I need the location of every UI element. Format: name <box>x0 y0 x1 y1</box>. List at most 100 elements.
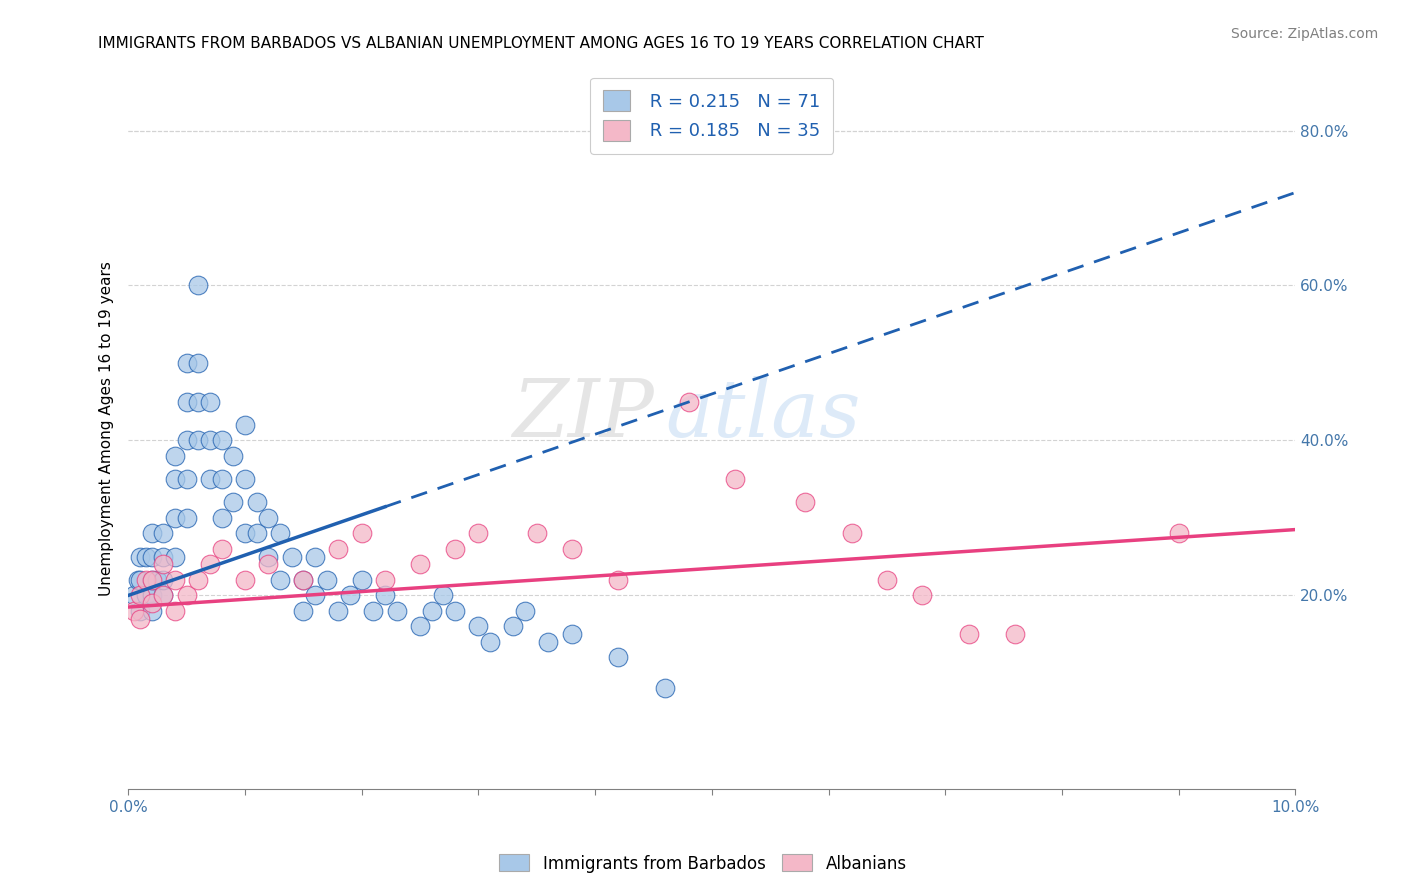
Point <box>246 495 269 509</box>
Point <box>163 449 186 463</box>
Y-axis label: Unemployment Among Ages 16 to 19 years: Unemployment Among Ages 16 to 19 years <box>100 261 114 596</box>
Point <box>176 511 198 525</box>
Point <box>233 472 256 486</box>
Text: Source: ZipAtlas.com: Source: ZipAtlas.com <box>1230 27 1378 41</box>
Point <box>176 394 198 409</box>
Text: IMMIGRANTS FROM BARBADOS VS ALBANIAN UNEMPLOYMENT AMONG AGES 16 TO 19 YEARS CORR: IMMIGRANTS FROM BARBADOS VS ALBANIAN UNE… <box>98 36 984 51</box>
Point <box>841 526 863 541</box>
Point <box>152 526 174 541</box>
Point <box>135 573 157 587</box>
Point <box>537 635 560 649</box>
Point <box>269 526 291 541</box>
Point <box>176 356 198 370</box>
Point <box>607 573 630 587</box>
Point <box>292 604 315 618</box>
Point <box>211 511 233 525</box>
Point <box>292 573 315 587</box>
Point <box>127 573 149 587</box>
Point <box>561 627 583 641</box>
Point <box>257 511 280 525</box>
Point <box>152 589 174 603</box>
Point <box>211 472 233 486</box>
Point <box>678 394 700 409</box>
Point <box>187 394 209 409</box>
Point <box>328 604 350 618</box>
Point <box>129 573 152 587</box>
Point <box>222 495 245 509</box>
Point <box>135 589 157 603</box>
Point <box>233 573 256 587</box>
Point <box>607 650 630 665</box>
Point <box>233 417 256 432</box>
Point <box>257 549 280 564</box>
Point <box>187 434 209 448</box>
Point <box>280 549 302 564</box>
Point <box>233 526 256 541</box>
Point <box>141 573 163 587</box>
Point <box>122 604 145 618</box>
Point <box>152 549 174 564</box>
Point <box>176 589 198 603</box>
Point <box>129 549 152 564</box>
Point <box>163 604 186 618</box>
Point <box>292 573 315 587</box>
Point <box>163 472 186 486</box>
Point <box>304 589 326 603</box>
Point <box>187 573 209 587</box>
Point <box>122 589 145 603</box>
Point <box>129 612 152 626</box>
Point <box>957 627 980 641</box>
Legend: Immigrants from Barbados, Albanians: Immigrants from Barbados, Albanians <box>492 847 914 880</box>
Point <box>409 558 432 572</box>
Point <box>146 573 169 587</box>
Legend:  R = 0.215   N = 71,  R = 0.185   N = 35: R = 0.215 N = 71, R = 0.185 N = 35 <box>591 78 834 153</box>
Point <box>163 549 186 564</box>
Point <box>129 604 152 618</box>
Point <box>222 449 245 463</box>
Point <box>198 434 221 448</box>
Point <box>1004 627 1026 641</box>
Point <box>246 526 269 541</box>
Point <box>561 541 583 556</box>
Point <box>420 604 443 618</box>
Point <box>385 604 408 618</box>
Point <box>513 604 536 618</box>
Point <box>176 472 198 486</box>
Point <box>141 549 163 564</box>
Point <box>724 472 747 486</box>
Point <box>911 589 934 603</box>
Point <box>444 541 467 556</box>
Point <box>187 278 209 293</box>
Point <box>198 558 221 572</box>
Point <box>257 558 280 572</box>
Point <box>444 604 467 618</box>
Point <box>141 589 163 603</box>
Point <box>211 541 233 556</box>
Point <box>141 604 163 618</box>
Point <box>654 681 676 696</box>
Point <box>876 573 898 587</box>
Point <box>350 526 373 541</box>
Point <box>141 526 163 541</box>
Point <box>163 511 186 525</box>
Text: ZIP: ZIP <box>512 376 654 453</box>
Point <box>350 573 373 587</box>
Point <box>328 541 350 556</box>
Point <box>176 434 198 448</box>
Point <box>152 589 174 603</box>
Point <box>187 356 209 370</box>
Point <box>163 573 186 587</box>
Point <box>211 434 233 448</box>
Point <box>374 573 396 587</box>
Point <box>141 573 163 587</box>
Point <box>152 558 174 572</box>
Point <box>467 619 489 633</box>
Point <box>467 526 489 541</box>
Point <box>526 526 548 541</box>
Point <box>315 573 337 587</box>
Point <box>339 589 361 603</box>
Point <box>794 495 817 509</box>
Point <box>152 573 174 587</box>
Point <box>198 472 221 486</box>
Point <box>198 394 221 409</box>
